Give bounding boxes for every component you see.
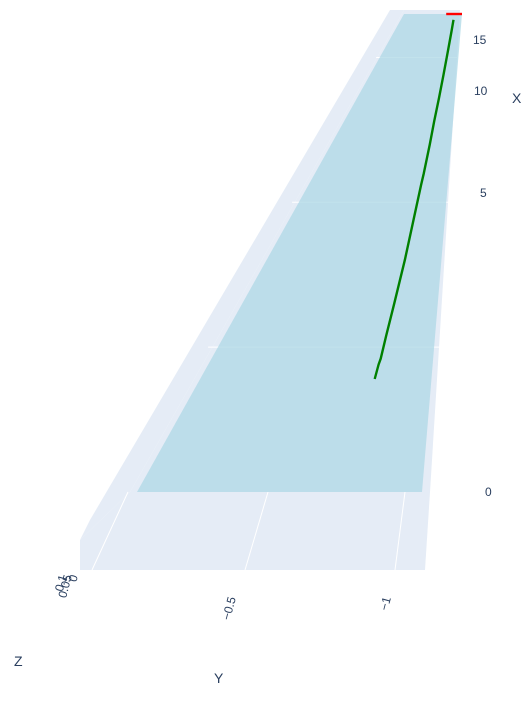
floor-wall — [80, 492, 430, 570]
floor-grid-line — [244, 491, 269, 571]
y-tick-label: −1 — [377, 595, 394, 612]
x-tick-label: 5 — [480, 186, 487, 200]
surface-plane — [137, 14, 462, 492]
series-line-0 — [373, 19, 455, 380]
x-axis-title: X — [512, 90, 522, 106]
side-wall — [80, 10, 404, 540]
x-axis-ticks: 0 5 10 15 — [473, 33, 492, 499]
x-tick-label: 10 — [474, 84, 488, 98]
floor-grid — [91, 491, 406, 571]
floor-grid-line — [91, 491, 129, 571]
x-tick-label: 0 — [485, 485, 492, 499]
z-axis-title: Z — [14, 653, 23, 669]
floor-grid-line — [394, 491, 406, 571]
series-layer — [373, 12, 462, 380]
y-tick-label: −0.5 — [219, 595, 239, 622]
y-axis-title: Y — [214, 670, 224, 686]
x-tick-label: 15 — [473, 33, 487, 47]
y-axis-ticks: −0.5 −1 — [219, 595, 394, 622]
z-tick-label: 0.1 — [52, 573, 70, 593]
z-axis-ticks: 00.050.1 — [52, 573, 81, 599]
z-tick-label: 0 — [66, 573, 81, 583]
z-tick-label: 0.05 — [55, 573, 75, 599]
